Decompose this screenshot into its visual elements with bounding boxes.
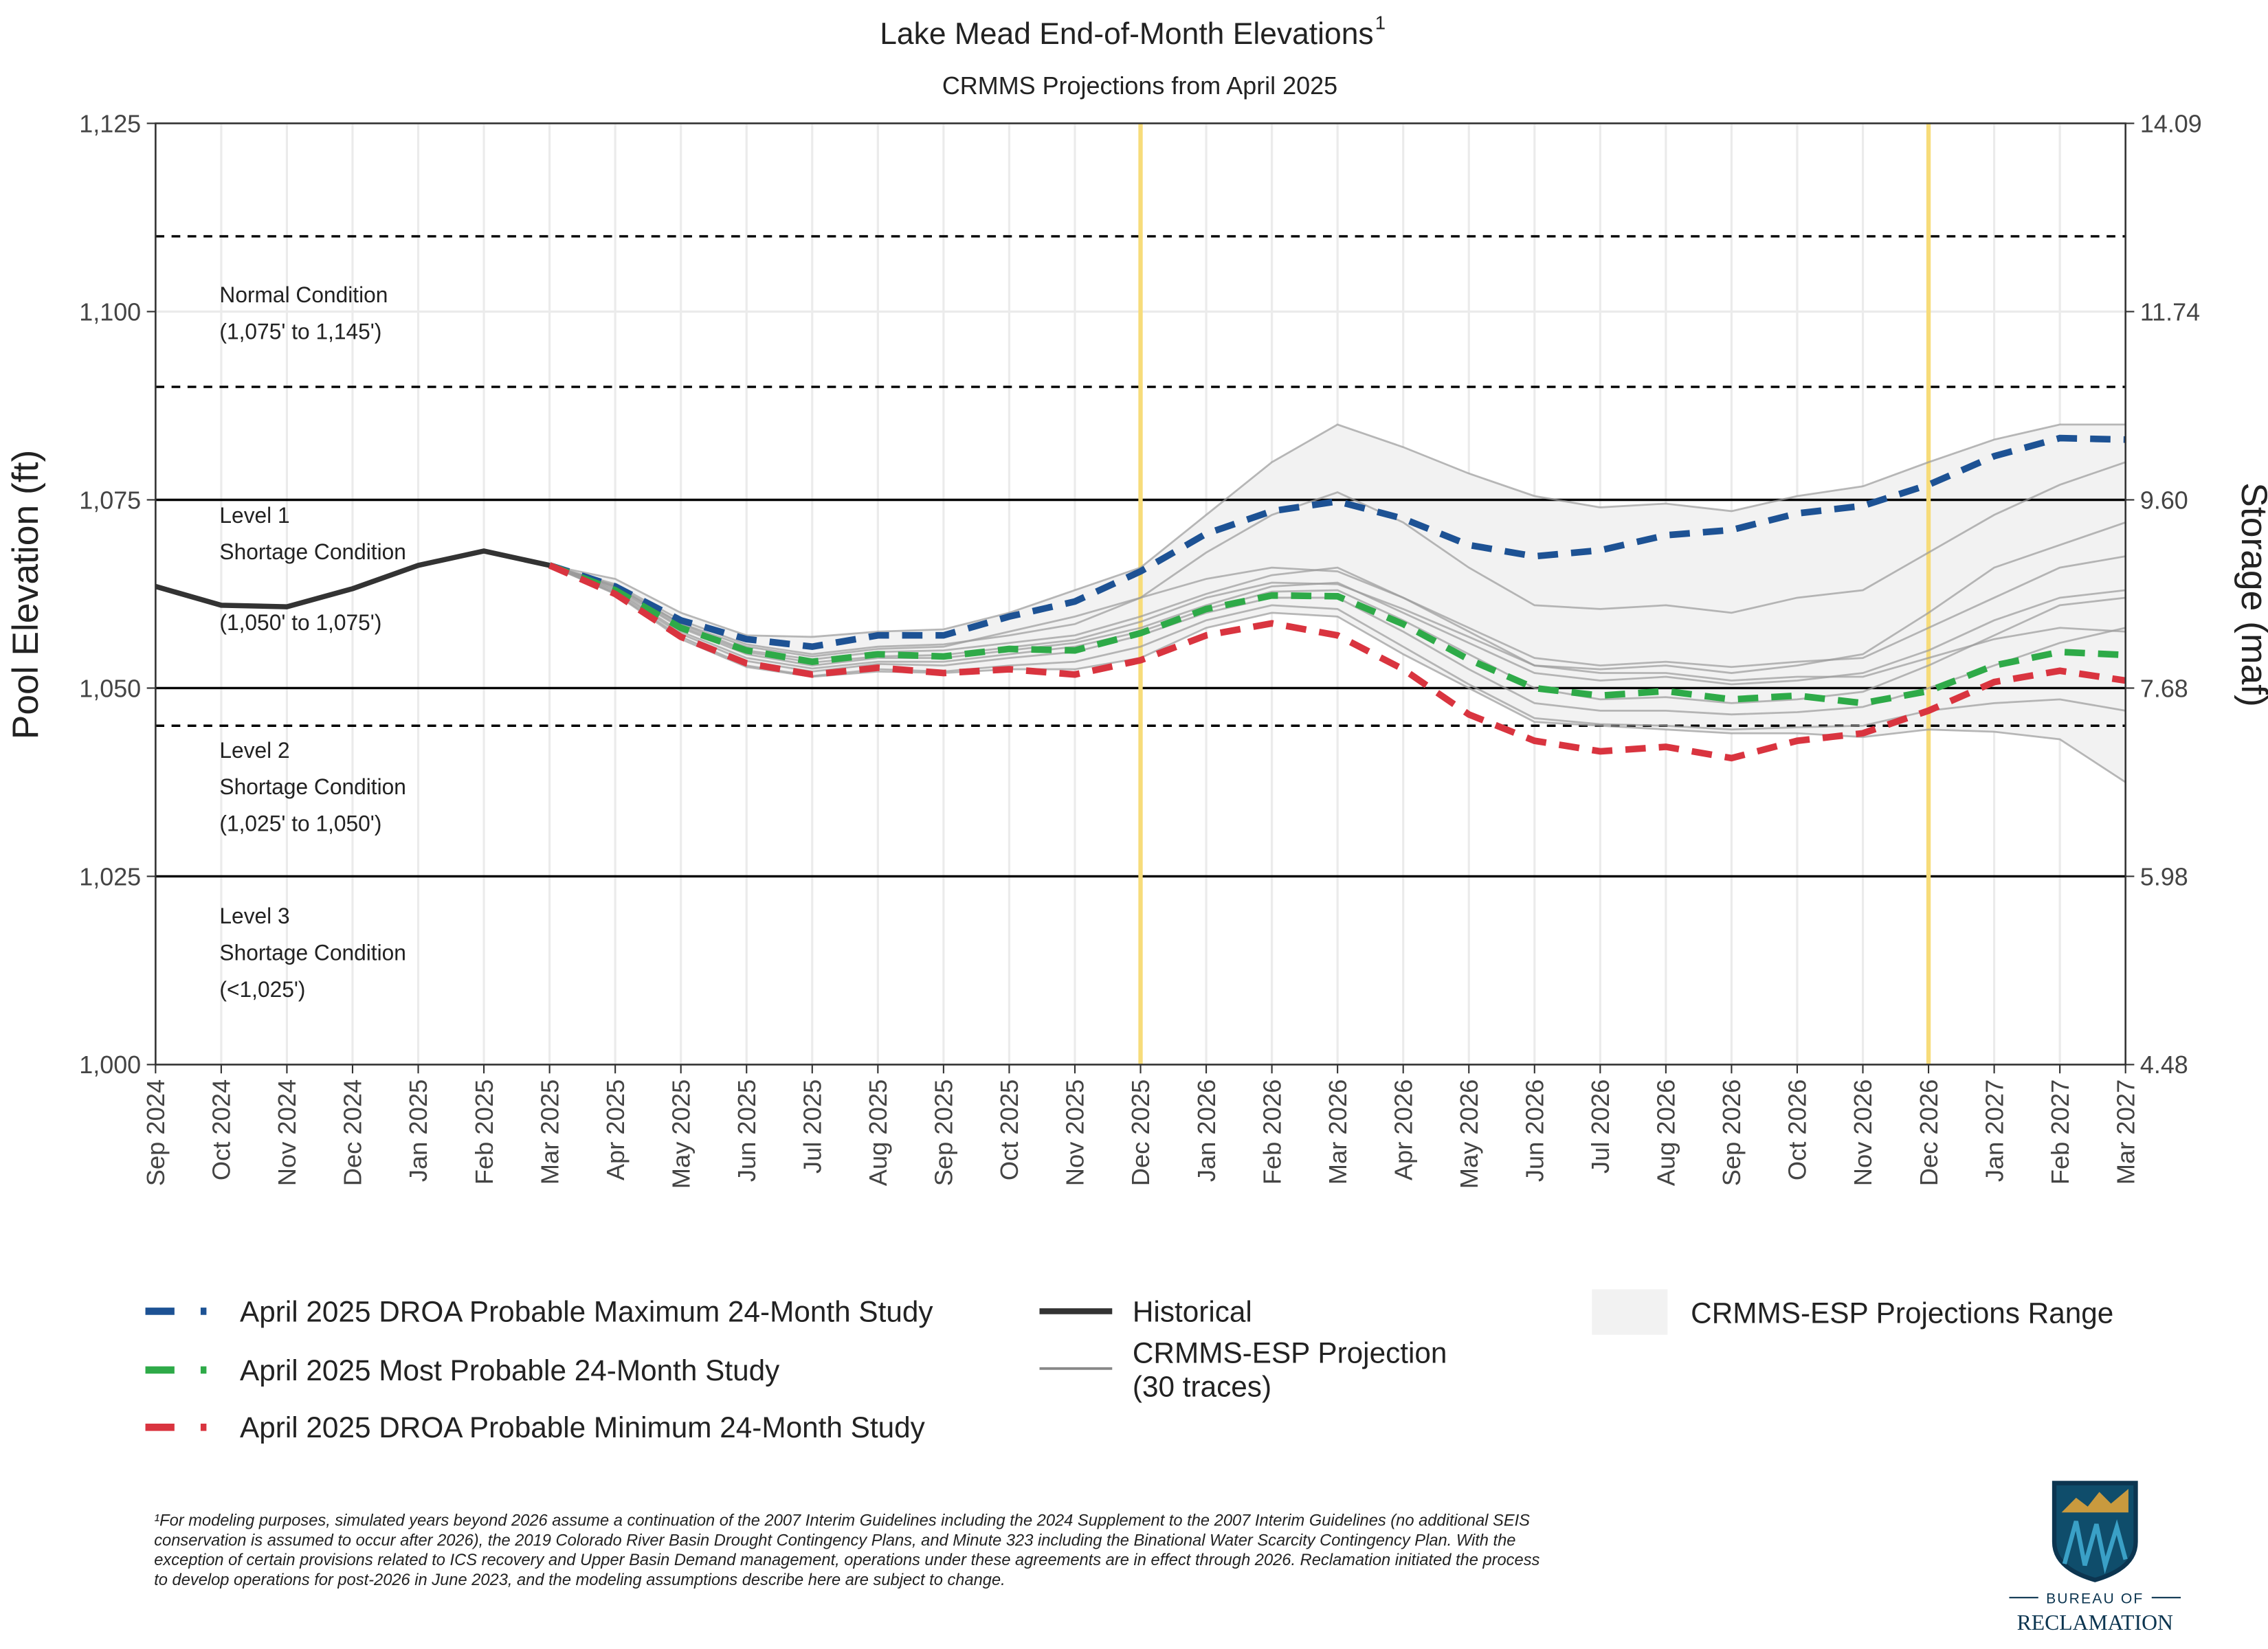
x-tick-label: Dec 2026 [1915, 1079, 1943, 1186]
footnote: exception of certain provisions related … [154, 1551, 1539, 1569]
y-tick-label: 1,025 [79, 862, 141, 890]
legend-swatch [1592, 1289, 1668, 1335]
trace-line [549, 461, 2126, 655]
x-tick-label: Jan 2027 [1980, 1079, 2008, 1182]
x-tick-label: Nov 2026 [1849, 1079, 1877, 1186]
legend-label: April 2025 DROA Probable Maximum 24-Mont… [240, 1296, 933, 1328]
y-tick-label: 1,125 [79, 109, 141, 137]
x-tick-label: Sep 2026 [1717, 1079, 1746, 1186]
annotation: Shortage Condition [219, 941, 406, 965]
y2-tick-label: 14.09 [2140, 109, 2202, 137]
y2-axis-title: Storage (maf) [2234, 482, 2268, 707]
x-tick-label: Apr 2026 [1390, 1079, 1418, 1180]
footnote: ¹For modeling purposes, simulated years … [154, 1511, 1530, 1529]
annotation: Shortage Condition [219, 539, 406, 564]
annotation: (1,050' to 1,075') [219, 610, 381, 635]
legend-label: CRMMS-ESP Projections Range [1691, 1297, 2113, 1330]
y-tick-label: 1,100 [79, 298, 141, 326]
x-tick-label: Mar 2026 [1324, 1079, 1352, 1185]
legend-label: Historical [1133, 1296, 1252, 1328]
x-tick-label: Jan 2026 [1192, 1079, 1221, 1182]
x-tick-label: Jul 2026 [1586, 1079, 1614, 1174]
y-axis-title: Pool Elevation (ft) [5, 450, 46, 740]
annotation: Level 3 [219, 904, 289, 928]
logo: BUREAU OF RECLAMATION [2009, 1481, 2181, 1635]
legend-label: April 2025 DROA Probable Minimum 24-Mont… [240, 1412, 926, 1444]
annotation: (<1,025') [219, 977, 305, 1002]
range-area [549, 424, 2126, 783]
y2-tick-label: 9.60 [2140, 486, 2188, 514]
x-tick-label: Dec 2025 [1126, 1079, 1155, 1186]
chart-title: Lake Mead End-of-Month Elevations [880, 17, 1373, 51]
series-line [155, 548, 551, 609]
x-tick-label: Jun 2025 [733, 1079, 761, 1182]
annotation: (1,075' to 1,145') [219, 319, 381, 344]
x-tick-label: Nov 2024 [273, 1079, 301, 1186]
x-tick-label: Oct 2024 [208, 1079, 236, 1180]
annotation: Level 1 [219, 503, 289, 528]
legend-label: (30 traces) [1133, 1371, 1271, 1403]
x-tick-label: Feb 2026 [1258, 1079, 1286, 1185]
series-line [548, 562, 2126, 707]
logo-waves [2062, 1519, 2128, 1574]
x-tick-label: Mar 2025 [535, 1079, 564, 1185]
series-line [548, 562, 2126, 762]
legend-label: CRMMS-ESP Projection [1133, 1337, 1447, 1369]
x-tick-label: Sep 2024 [142, 1079, 170, 1186]
x-tick-label: Feb 2027 [2046, 1079, 2074, 1185]
annotation: (1,025' to 1,050') [219, 811, 381, 835]
x-tick-label: May 2026 [1455, 1079, 1483, 1189]
x-tick-label: Oct 2026 [1783, 1079, 1812, 1180]
annotation: Level 2 [219, 738, 289, 763]
trace-line [549, 521, 2126, 674]
x-tick-label: Mar 2027 [2112, 1079, 2140, 1185]
logo-text: BUREAU OF [2046, 1591, 2144, 1607]
legend-label: April 2025 Most Probable 24-Month Study [240, 1355, 780, 1387]
x-tick-label: Sep 2025 [930, 1079, 958, 1186]
series-line [548, 434, 2126, 651]
x-tick-label: May 2025 [667, 1079, 696, 1189]
trace-line [549, 423, 2126, 638]
plot-area: 1,000 1,025 1,050 1,075 1,100 1,125 4.48 5.98 7.… [79, 109, 2202, 1189]
y2-tick-label: 7.68 [2140, 674, 2188, 702]
annotation: Normal Condition [219, 282, 388, 307]
trace-line [549, 564, 2126, 704]
x-tick-label: Oct 2025 [995, 1079, 1023, 1180]
y2-tick-label: 4.48 [2140, 1051, 2188, 1079]
y-tick-label: 1,075 [79, 486, 141, 514]
y2-tick-label: 5.98 [2140, 862, 2188, 890]
footnote: conservation is assumed to occur after 2… [154, 1531, 1515, 1549]
x-tick-label: Aug 2025 [864, 1079, 892, 1186]
x-tick-label: Jul 2025 [799, 1079, 827, 1174]
y2-tick-label: 11.74 [2140, 298, 2200, 326]
x-tick-label: Jun 2026 [1521, 1079, 1549, 1182]
logo-mountains [2061, 1489, 2128, 1513]
x-tick-label: Nov 2025 [1061, 1079, 1089, 1186]
x-tick-label: Jan 2025 [404, 1079, 432, 1182]
trace-line [549, 564, 2126, 686]
x-tick-label: Apr 2025 [601, 1079, 630, 1180]
x-tick-label: Dec 2024 [339, 1079, 367, 1186]
title-footnote-mark: 1 [1375, 12, 1386, 34]
annotation: Shortage Condition [219, 774, 406, 799]
y-tick-label: 1,000 [79, 1051, 141, 1079]
footnote: to develop operations for post-2026 in J… [154, 1571, 1005, 1589]
x-tick-label: Aug 2026 [1652, 1079, 1680, 1186]
chart-subtitle: CRMMS Projections from April 2025 [942, 71, 1337, 100]
logo-text: RECLAMATION [2017, 1611, 2173, 1635]
x-tick-label: Feb 2025 [470, 1079, 498, 1185]
y-tick-label: 1,050 [79, 674, 141, 702]
